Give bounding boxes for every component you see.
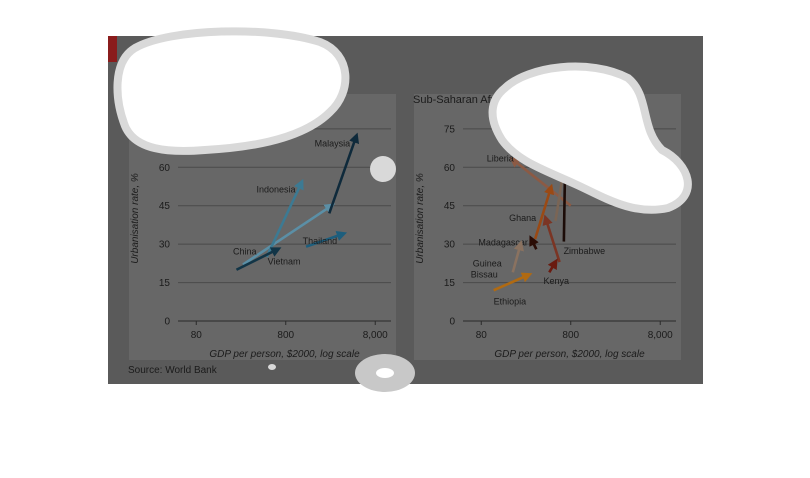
- series-label-madagascar: Madagascar: [478, 237, 528, 247]
- series-label-ethiopia: Ethiopia: [494, 296, 527, 306]
- y-tick-label-1-15: 15: [444, 278, 456, 289]
- y-axis-label-1: Urbanisation rate, %: [415, 173, 426, 264]
- y-tick-label-0-75: 75: [159, 124, 171, 135]
- chart-subtitle: Change between 1985 and 2010: [128, 70, 288, 82]
- chart-card: East Asia and Pacific 0 15 30 45 60 75 80 800 8,0…: [108, 36, 703, 384]
- series-label-kenya: Kenya: [543, 276, 569, 286]
- panel-title-1: Sub-Saharan Africa: [413, 94, 509, 106]
- y-tick-label-0-45: 45: [159, 201, 171, 212]
- series-label-zimbabwe: Zimbabwe: [564, 246, 606, 256]
- series-label-guinea-bissau-line1: Guinea: [473, 258, 502, 268]
- series-arrow-thailand: [305, 231, 348, 248]
- y-tick-label-1-60: 60: [444, 163, 456, 174]
- series-arrow-china: [242, 203, 336, 266]
- x-axis-label-0: GDP per person, $2000, log scale: [209, 349, 360, 360]
- y-tick-label-1-0: 0: [449, 317, 455, 328]
- series-label-nigeria: Nigeria: [571, 152, 600, 162]
- series-arrow-nigeria: [559, 165, 571, 242]
- panel-title-0: East Asia and Pacific: [128, 94, 231, 106]
- source-note: Source: World Bank: [128, 365, 217, 376]
- x-tick-label-1-8000: 8,000: [648, 330, 673, 341]
- chart-title: Urbanisation and income: [128, 50, 296, 66]
- series-label-china: China: [233, 247, 257, 257]
- x-tick-label-1-80: 80: [476, 330, 488, 341]
- series-label-liberia: Liberia: [487, 154, 514, 164]
- x-tick-label-0-8000: 8,000: [363, 330, 388, 341]
- series-arrow-guinea-bissau: [511, 240, 524, 273]
- y-tick-label-0-0: 0: [164, 317, 170, 328]
- series-label-ghana: Ghana: [509, 213, 536, 223]
- series-arrow-kenya: [547, 258, 558, 273]
- y-axis-label-0: Urbanisation rate, %: [130, 173, 141, 264]
- brand-accent-bar: [108, 36, 117, 62]
- series-arrow-zimbabwe: [542, 214, 561, 263]
- x-axis-label-1: GDP per person, $2000, log scale: [494, 349, 645, 360]
- x-tick-label-1-800: 800: [562, 330, 579, 341]
- y-tick-label-0-30: 30: [159, 240, 171, 251]
- y-tick-label-0-60: 60: [159, 163, 171, 174]
- series-arrow-madagascar: [529, 235, 539, 250]
- series-label-guinea-bissau-line2: Bissau: [471, 269, 498, 279]
- x-tick-label-0-80: 80: [191, 330, 203, 341]
- series-arrow-ethiopia: [493, 272, 533, 292]
- series-arrow-vietnam: [235, 247, 282, 271]
- series-label-indonesia: Indonesia: [256, 185, 295, 195]
- series-label-vietnam: Vietnam: [268, 256, 301, 266]
- y-tick-label-0-15: 15: [159, 278, 171, 289]
- series-label-malaysia: Malaysia: [315, 139, 351, 149]
- y-tick-label-1-75: 75: [444, 124, 456, 135]
- x-tick-label-0-800: 800: [277, 330, 294, 341]
- series-arrow-malaysia: [328, 132, 360, 214]
- y-tick-label-1-45: 45: [444, 201, 456, 212]
- series-arrow-indonesia: [265, 178, 304, 258]
- series-label-thailand: Thailand: [303, 236, 338, 246]
- y-tick-label-1-30: 30: [444, 240, 456, 251]
